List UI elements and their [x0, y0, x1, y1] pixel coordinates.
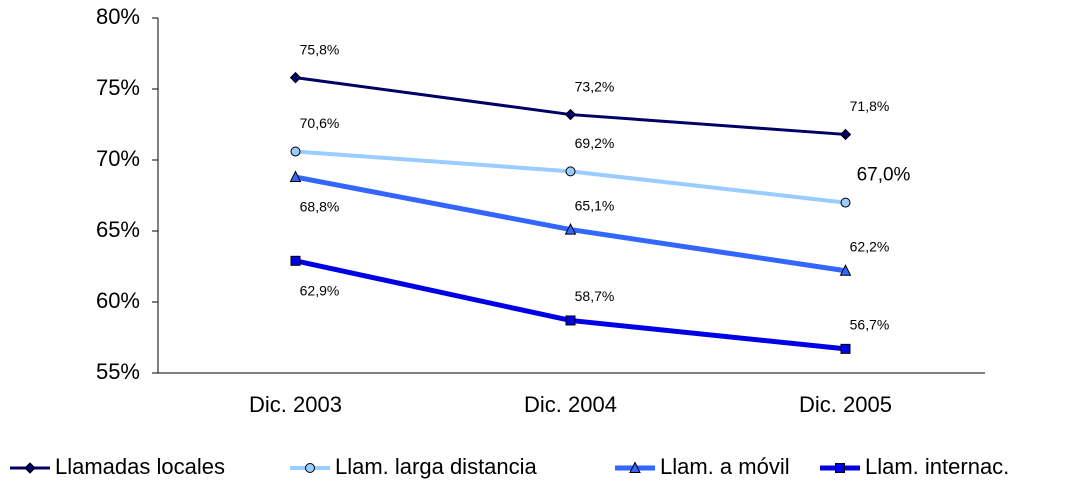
data-point	[289, 170, 302, 183]
data-point	[290, 146, 301, 157]
data-point	[564, 222, 577, 235]
legend-marker	[305, 463, 315, 473]
data-label: 73,2%	[575, 78, 615, 94]
data-point	[839, 264, 852, 276]
legend-label: Llamadas locales	[55, 454, 225, 479]
data-point	[840, 197, 851, 208]
data-label: 68,8%	[300, 199, 340, 215]
x-tick-label: Dic. 2005	[799, 392, 892, 417]
data-point	[839, 128, 852, 141]
series-line	[294, 258, 846, 352]
data-point	[840, 343, 851, 354]
legend-label: Llam. internac.	[865, 454, 1009, 479]
data-label: 62,2%	[850, 238, 890, 254]
data-label: 62,9%	[300, 283, 340, 299]
y-tick-label: 60%	[96, 288, 140, 313]
y-tick-label: 55%	[96, 359, 140, 384]
data-label: 56,7%	[850, 317, 890, 333]
y-tick-label: 75%	[96, 75, 140, 100]
data-point	[564, 108, 577, 121]
data-label: 75,8%	[300, 41, 340, 57]
x-tick-label: Dic. 2004	[524, 392, 617, 417]
legend-marker	[835, 463, 845, 473]
data-label: 70,6%	[300, 115, 340, 131]
data-point	[290, 255, 301, 266]
legend-label: Llam. a móvil	[660, 454, 790, 479]
data-label: 71,8%	[850, 98, 890, 114]
data-label: 65,1%	[575, 197, 615, 213]
data-point	[289, 71, 302, 84]
data-label: 58,7%	[575, 288, 615, 304]
data-label: 67,0%	[857, 165, 911, 186]
y-tick-label: 65%	[96, 217, 140, 242]
y-tick-label: 80%	[96, 4, 140, 29]
legend-marker	[24, 462, 36, 474]
x-tick-label: Dic. 2003	[249, 392, 342, 417]
series-line	[295, 76, 846, 136]
legend-label: Llam. larga distancia	[335, 454, 538, 479]
y-tick-label: 70%	[96, 146, 140, 171]
data-point	[565, 166, 576, 177]
data-point	[565, 315, 576, 326]
data-label: 69,2%	[575, 135, 615, 151]
legend-marker	[629, 461, 641, 473]
